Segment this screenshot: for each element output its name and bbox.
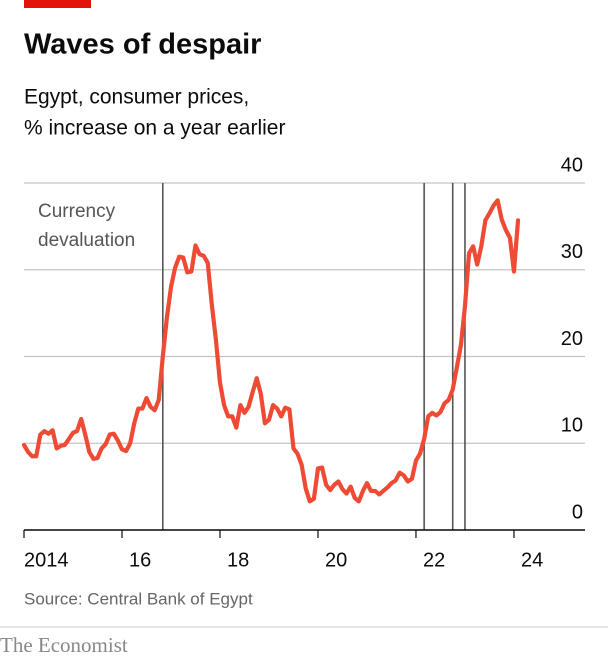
x-tick-label: 22 [423, 549, 445, 571]
brand: The Economist [0, 633, 128, 657]
x-tick-label: 18 [227, 549, 249, 571]
y-tick-label: 30 [561, 241, 583, 263]
subtitle: % increase on a year earlier [24, 117, 285, 140]
subtitle: Egypt, consumer prices, [24, 86, 249, 109]
x-tick-label: 2014 [24, 549, 69, 571]
source: Source: Central Bank of Egypt [24, 589, 253, 608]
y-tick-label: 40 [561, 154, 583, 176]
chart-title: Waves of despair [24, 29, 261, 61]
x-tick-label: 20 [325, 549, 347, 571]
y-tick-label: 20 [561, 328, 583, 350]
data-line [21, 198, 521, 504]
annotation: devaluation [38, 230, 135, 251]
plot: 0 10 20 30 40 2014 16 18 20 22 24 [21, 154, 585, 571]
x-tick-label: 24 [521, 549, 543, 571]
x-tick-label: 16 [129, 549, 151, 571]
annotation: Currency [38, 201, 116, 222]
y-tick-label: 10 [561, 415, 583, 437]
y-tick-label: 0 [572, 501, 583, 523]
red-tag [24, 0, 91, 8]
